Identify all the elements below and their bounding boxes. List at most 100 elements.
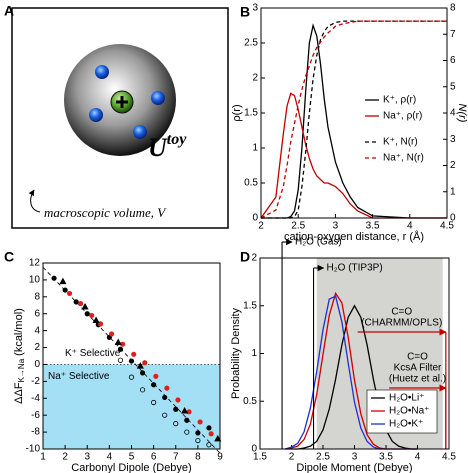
x-tick-label: 8 (195, 452, 201, 463)
legend-label: H₂O•Na⁺ (389, 406, 429, 417)
series-line (260, 20, 447, 219)
point (136, 362, 144, 369)
annotation-text: KcsA Filter (394, 363, 442, 374)
point (51, 275, 57, 281)
point (117, 346, 124, 352)
legend-label: H₂O•Li⁺ (389, 393, 424, 404)
volume-arrow (28, 189, 41, 213)
point (142, 360, 148, 366)
point (66, 290, 73, 297)
x-axis-label: cation-oxygen distance, r (Å) (284, 230, 424, 243)
y-tick-label: 2 (34, 342, 40, 353)
point (151, 382, 157, 388)
point (139, 370, 146, 376)
y-tick-label: -2 (31, 376, 40, 387)
legend-label: Na⁺, N(r) (383, 153, 424, 164)
y-axis-label-main: ΔΔF (13, 382, 25, 404)
panel-a: A Utoy macroscopic volume, V (4, 3, 229, 229)
y-tick-label: 0 (251, 444, 257, 455)
ligand (151, 91, 165, 105)
x-tick-label: 2.5 (316, 452, 330, 463)
y-tick-label: -10 (26, 444, 41, 455)
point (131, 351, 137, 357)
legend-label: Na⁺, ρ(r) (383, 111, 422, 122)
point (184, 429, 190, 435)
y-tick-label: 1 (252, 143, 258, 154)
point (114, 338, 122, 345)
annotation-text: (CHARMM/OPLS) (361, 318, 442, 329)
point (164, 385, 170, 391)
point (197, 419, 203, 425)
point (175, 397, 181, 403)
point (59, 277, 67, 285)
point (151, 399, 157, 406)
y-tick-label: 1.5 (244, 108, 258, 119)
x-tick-label: 2 (289, 452, 295, 463)
x-tick-label: 1.5 (253, 452, 267, 463)
ligand (89, 108, 103, 122)
point (120, 341, 126, 347)
point (78, 300, 84, 307)
point (92, 316, 100, 323)
point (184, 417, 190, 423)
point (173, 406, 179, 412)
point (62, 287, 68, 293)
x-tick-label: 7 (173, 452, 179, 463)
plus-sign (116, 96, 128, 108)
point (73, 299, 79, 305)
y-tick-label: 12 (29, 258, 41, 269)
y-tick-label: -6 (31, 410, 40, 421)
plot-frame (259, 257, 450, 450)
y-tick-label: 2 (252, 73, 258, 84)
selectivity-region (43, 364, 220, 449)
series-line (285, 304, 418, 450)
annotation-text: H₂O (Gas) (295, 237, 342, 248)
point (117, 357, 124, 363)
y-axis-label-main: Probability Density (230, 307, 242, 399)
y2-axis-label: N(r) (456, 104, 468, 123)
series-line (260, 92, 447, 219)
y-axis-label-main: ρ(r) (231, 104, 243, 121)
y-axis-label: Probability Density (230, 307, 242, 399)
point (195, 437, 201, 444)
point (208, 431, 214, 437)
plot-frame (260, 7, 448, 219)
y-axis-label: ρ(r) (231, 104, 243, 121)
y-tick-label: 8 (34, 291, 40, 302)
panel-label: A (4, 3, 14, 19)
energy-label: Utoy (148, 131, 187, 162)
y2-tick-label: 8 (450, 3, 456, 14)
x-tick-label: 3.5 (379, 452, 393, 463)
point (162, 394, 168, 401)
x-tick-label: 4 (107, 452, 113, 463)
point (181, 406, 189, 414)
point (81, 302, 89, 310)
point (89, 312, 95, 319)
point (128, 374, 135, 380)
y-tick-label: 1 (251, 348, 257, 359)
region-label: K⁺ Selective (65, 348, 121, 359)
x-tick-label: 2 (258, 221, 264, 232)
volume-caption: macroscopic volume, V (44, 205, 167, 220)
y-tick-label: 4 (34, 325, 40, 336)
y-axis-label-unit: (kcal/mol) (13, 308, 25, 356)
y-axis-label-sub: K→Na (17, 358, 26, 382)
y-tick-label: -8 (31, 427, 40, 438)
y-axis-label: ΔΔFK→Na (kcal/mol) (13, 308, 26, 404)
point (128, 358, 135, 364)
y2-tick-label: 0 (450, 213, 456, 224)
x-tick-label: 3 (352, 452, 358, 463)
y-tick-label: 10 (29, 275, 41, 286)
y2-tick-label: 5 (450, 81, 456, 92)
x-tick-label: 3 (84, 452, 90, 463)
ligand (133, 125, 147, 139)
y2-tick-label: 2 (450, 160, 456, 171)
energy-symbol: U (148, 133, 168, 162)
legend-label: K⁺, N(r) (383, 137, 418, 148)
annotation-text: H₂O (TIP3P) (327, 263, 383, 274)
volume-box (11, 7, 229, 229)
plot-frame (42, 262, 221, 450)
x-tick-label: 1 (40, 452, 46, 463)
